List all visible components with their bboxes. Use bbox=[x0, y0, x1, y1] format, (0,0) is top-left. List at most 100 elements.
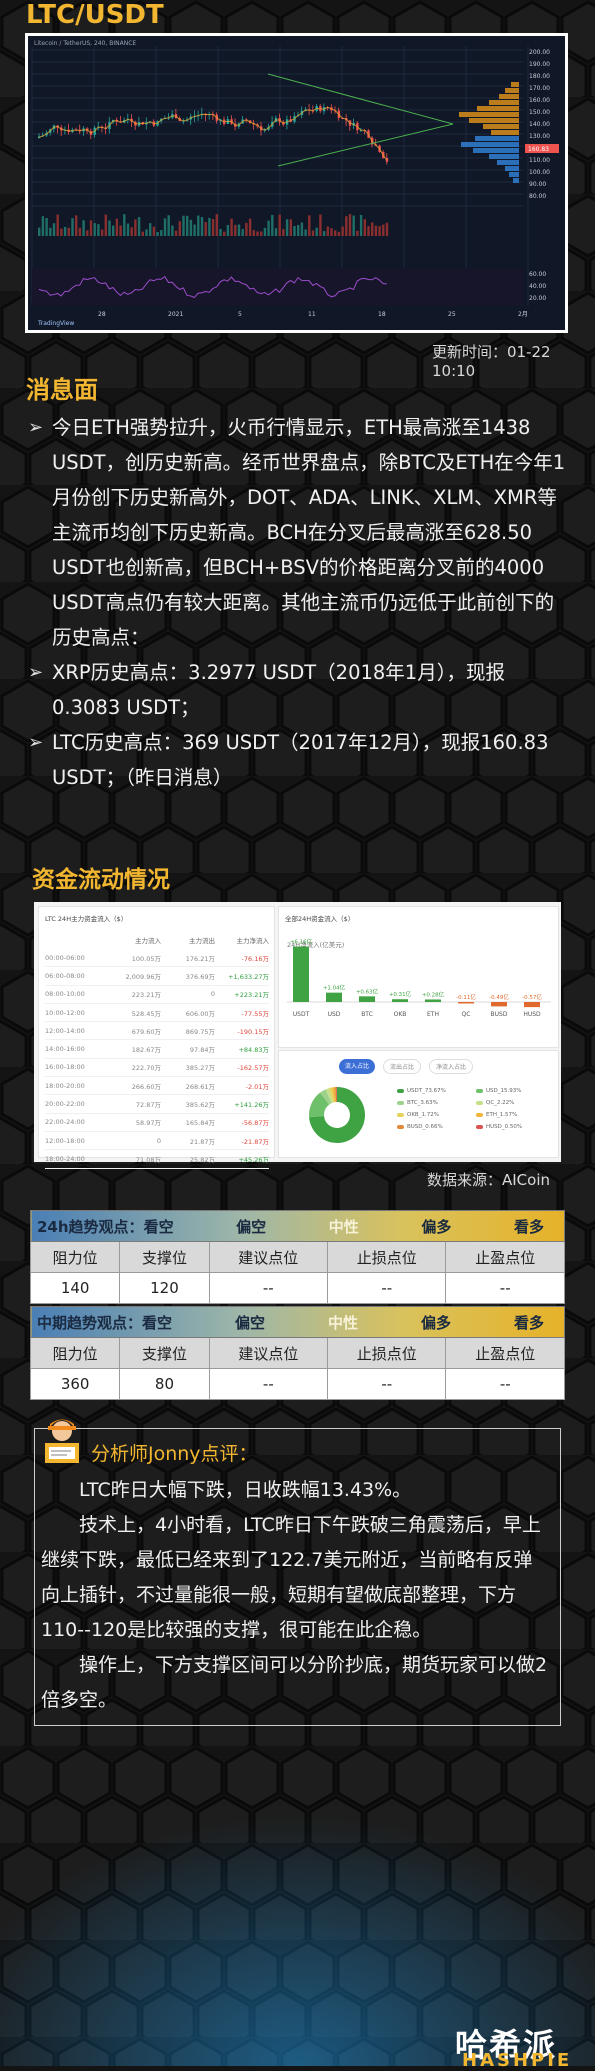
col-stop-loss: 止损点位 bbox=[327, 1337, 447, 1369]
flow-cell: 0 bbox=[210, 990, 215, 999]
legend-swatch bbox=[476, 1101, 483, 1105]
price-tick-label: 110.00 bbox=[529, 157, 550, 164]
legend-swatch bbox=[397, 1089, 404, 1093]
pie-tab[interactable]: 流入占比 bbox=[339, 1059, 376, 1074]
flow-cell: +223.21万 bbox=[234, 991, 269, 1000]
osc-tick-label: 40.00 bbox=[529, 283, 546, 290]
flow-table-row: 00:00-06:00 100.05万 176.21万 -76.16万 bbox=[45, 949, 269, 968]
news-item: ➢ LTC历史高点：369 USDT（2017年12月），现报160.83 USD… bbox=[22, 725, 572, 795]
value-suggested: -- bbox=[208, 1368, 329, 1400]
bar-category-label: USDT bbox=[293, 1011, 310, 1018]
flow-cell: 385.27万 bbox=[185, 1064, 215, 1073]
price-tick-label: 160.00 bbox=[529, 97, 550, 104]
bar-value-label: -0.49亿 bbox=[489, 993, 509, 1001]
flow-cell: -76.16万 bbox=[241, 954, 269, 963]
flow-cell: 222.70万 bbox=[131, 1064, 161, 1073]
bar-value-label: +0.28亿 bbox=[422, 990, 445, 998]
flow-cell: 10:00-12:00 bbox=[45, 1008, 85, 1017]
trend-24h-label: 24h趋势观点： bbox=[37, 1217, 144, 1236]
flow-cell: 869.75万 bbox=[185, 1027, 215, 1036]
osc-tick-label: 20.00 bbox=[529, 295, 546, 302]
brand-sub: HASHPIE bbox=[462, 2050, 573, 2071]
bar-value-label: -0.11亿 bbox=[456, 993, 476, 1001]
value-support: 120 bbox=[119, 1272, 210, 1304]
flow-cell: 08:00-10:00 bbox=[45, 990, 85, 999]
bar-value-label: +1.04亿 bbox=[323, 984, 346, 992]
flow-cell: -56.87万 bbox=[241, 1119, 269, 1128]
osc-tick-label: 60.00 bbox=[529, 271, 546, 278]
price-tick-label: 100.00 bbox=[529, 169, 550, 176]
pie-slice bbox=[325, 1088, 334, 1104]
option-bearish: 看空 bbox=[143, 1217, 174, 1236]
bar-category-label: BUSD bbox=[491, 1011, 508, 1018]
flow-cell: 679.60万 bbox=[131, 1027, 161, 1036]
trend-24h-header: 24h趋势观点：看空 偏空 中性 偏多 看多 bbox=[30, 1210, 565, 1242]
price-tick-label: 90.00 bbox=[529, 181, 546, 188]
flow-cell: 00:00-06:00 bbox=[45, 953, 85, 962]
pie-legend-item: USD_15.93% bbox=[476, 1085, 555, 1097]
inflow-bar bbox=[392, 999, 408, 1002]
trend-mid-header: 中期趋势观点：看空 偏空 中性 偏多 看多 bbox=[30, 1306, 565, 1338]
value-take-profit: -- bbox=[445, 1368, 565, 1400]
tradingview-watermark: TradingView bbox=[37, 320, 74, 327]
news-item: ➢ XRP历史高点：3.2977 USDT（2018年1月），现报0.3083 U… bbox=[22, 655, 572, 725]
inflow-bar bbox=[458, 1002, 474, 1004]
legend-swatch bbox=[476, 1089, 483, 1093]
bar-value-label: +6.16亿 bbox=[290, 938, 313, 946]
flow-cell: 182.67万 bbox=[131, 1046, 161, 1055]
price-tick-label: 130.00 bbox=[529, 133, 550, 140]
flow-cell: 385.62万 bbox=[185, 1101, 215, 1110]
price-tick-label: 80.00 bbox=[529, 193, 546, 200]
flow-table-row: 06:00-08:00 2,009.96万 376.69万 +1,633.27万 bbox=[45, 967, 269, 986]
analyst-body: LTC昨日大幅下跌，日收跌幅13.43%。 技术上，4小时看，LTC昨日下午跌破… bbox=[41, 1473, 551, 1718]
flow-cell: 0 bbox=[156, 1136, 161, 1145]
flow-cell: 72.87万 bbox=[135, 1101, 161, 1110]
price-tick-label: 170.00 bbox=[529, 85, 550, 92]
flow-cell: -2.01万 bbox=[245, 1082, 269, 1091]
inflow-bar bbox=[293, 946, 309, 1002]
flow-table-row: 16:00-18:00 222.70万 385.27万 -162.57万 bbox=[45, 1059, 269, 1078]
pie-tab[interactable]: 净流入占比 bbox=[429, 1059, 474, 1074]
date-tick-label: 2021 bbox=[168, 311, 183, 318]
price-chart: Litecoin / TetherUS, 240, BINANCE 200.00 1… bbox=[25, 33, 568, 333]
flow-cell: -190.15万 bbox=[237, 1027, 269, 1036]
price-tick-label: 190.00 bbox=[529, 61, 550, 68]
flow-cell: +45.26万 bbox=[238, 1155, 269, 1164]
data-source: 数据来源：AICoin bbox=[427, 1171, 551, 1189]
inflow-bar bbox=[425, 999, 441, 1002]
flow-cell: 223.21万 bbox=[131, 991, 161, 1000]
analyst-paragraph: 操作上，下方支撑区间可以分阶抄底，期货玩家可以做2倍多空。 bbox=[41, 1654, 548, 1711]
bar-value-label: -0.57亿 bbox=[522, 993, 542, 1001]
pie-tab[interactable]: 流出占比 bbox=[383, 1059, 422, 1074]
pie-legend-item: USDT_73.67% bbox=[397, 1085, 476, 1097]
flow-title: 资金流动情况 bbox=[32, 867, 170, 893]
flow-cell: 165.84万 bbox=[185, 1119, 215, 1128]
flow-cell: 58.97万 bbox=[135, 1119, 161, 1128]
pie-slice bbox=[332, 1087, 337, 1103]
flow-col-header: 主力净流入 bbox=[236, 937, 270, 945]
col-resistance: 阻力位 bbox=[29, 1337, 121, 1369]
legend-label: HUSD_0.50% bbox=[486, 1124, 523, 1130]
date-tick-label: 18 bbox=[378, 311, 386, 318]
date-tick-label: 25 bbox=[448, 311, 456, 318]
legend-label: BTC_3.63% bbox=[407, 1100, 438, 1106]
flow-cell: 71.08万 bbox=[135, 1155, 161, 1164]
trend-mid-label: 中期趋势观点： bbox=[37, 1313, 143, 1332]
flow-cell: 12:00-14:00 bbox=[45, 1026, 85, 1035]
flow-col-header: 主力流入 bbox=[135, 937, 161, 945]
analyst-commentary: 分析师Jonny点评： LTC昨日大幅下跌，日收跌幅13.43%。 技术上，4小… bbox=[34, 1419, 561, 1726]
brand-logo: 哈希派 bbox=[455, 2026, 558, 2064]
flow-cell: 12:00-18:00 bbox=[45, 1136, 85, 1145]
legend-swatch bbox=[397, 1125, 404, 1129]
legend-label: OKB_1.72% bbox=[407, 1112, 439, 1118]
news-list: ➢ 今日ETH强势拉升，火币行情显示，ETH最高涨至1438 USDT，创历史新高… bbox=[22, 410, 572, 795]
pie-slice bbox=[309, 1092, 330, 1118]
pie-legend-item: BUSD_0.66% bbox=[397, 1121, 476, 1133]
pie-slice bbox=[320, 1089, 332, 1105]
flow-cell: +1,633.27万 bbox=[228, 972, 269, 981]
value-stop-loss: -- bbox=[327, 1368, 447, 1400]
flow-table-row: 18:00-20:00 266.60万 268.61万 -2.01万 bbox=[45, 1077, 269, 1096]
option-neutral: 中性 bbox=[327, 1313, 358, 1332]
value-support: 80 bbox=[119, 1368, 210, 1400]
news-item: ➢ 今日ETH强势拉升，火币行情显示，ETH最高涨至1438 USDT，创历史新高… bbox=[22, 410, 572, 655]
